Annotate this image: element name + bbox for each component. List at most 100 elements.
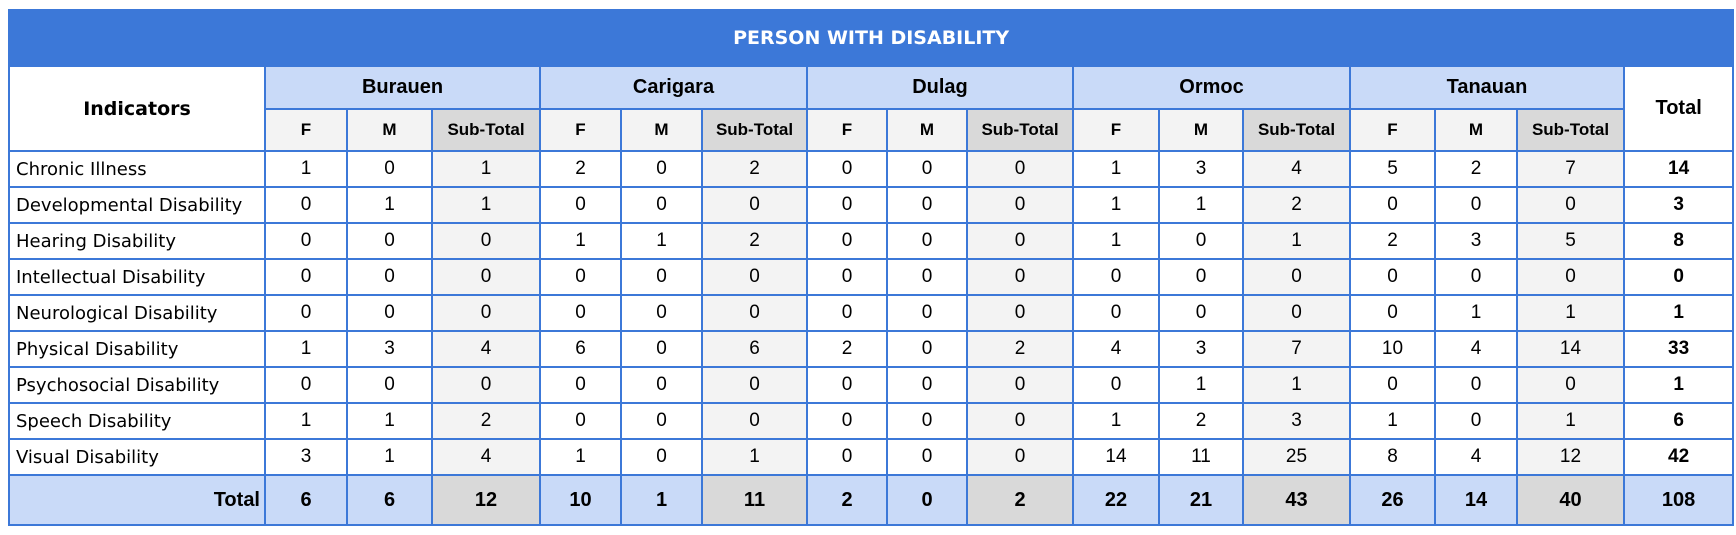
subtotal-cell: 1 [431, 186, 541, 224]
row-label: Total [8, 474, 266, 526]
value-cell: 0 [346, 150, 433, 188]
value-cell: 0 [1434, 366, 1518, 404]
value-cell: 0 [1434, 186, 1518, 224]
value-cell: 1 [1072, 186, 1160, 224]
value-cell: 3 [346, 330, 433, 368]
city-header-burauen: Burauen [264, 65, 541, 110]
value-cell: 21 [1158, 474, 1244, 526]
subtotal-cell: 1 [431, 150, 541, 188]
total-header: Total [1622, 65, 1735, 152]
value-cell: 0 [1158, 294, 1244, 332]
row-label: Developmental Disability [8, 186, 266, 224]
value-cell: 0 [264, 222, 348, 260]
subtotal-cell: 7 [1516, 150, 1625, 188]
value-cell: 0 [1158, 222, 1244, 260]
table-row: Speech Disability 1 1 2 0 0 0 0 0 0 1 2 3 1 0 1 6 [8, 402, 1735, 440]
subtotal-cell: 0 [701, 294, 808, 332]
value-cell: 0 [539, 402, 622, 440]
city-header-tanauan: Tanauan [1349, 65, 1625, 110]
value-cell: 1 [346, 186, 433, 224]
subtotal-cell: 2 [701, 150, 808, 188]
row-total: 1 [1622, 366, 1735, 404]
table-row: Visual Disability 3 1 4 1 0 1 0 0 0 14 11 25 8 4 12 42 [8, 438, 1735, 476]
subtotal-cell: 0 [701, 186, 808, 224]
value-cell: 3 [1158, 330, 1244, 368]
subtotal-cell: 0 [966, 438, 1074, 476]
value-cell: 0 [886, 330, 968, 368]
subtotal-cell: 0 [1516, 258, 1625, 296]
male-header: M [620, 108, 703, 152]
value-cell: 1 [1158, 186, 1244, 224]
value-cell: 0 [264, 258, 348, 296]
table-row: Developmental Disability 0 1 1 0 0 0 0 0 0 1 1 2 0 0 0 3 [8, 186, 1735, 224]
value-cell: 1 [620, 474, 703, 526]
subtotal-header: Sub-Total [966, 108, 1074, 152]
value-cell: 4 [1434, 438, 1518, 476]
value-cell: 1 [264, 402, 348, 440]
value-cell: 0 [1349, 258, 1436, 296]
value-cell: 0 [806, 222, 888, 260]
row-total: 33 [1622, 330, 1735, 368]
value-cell: 4 [1072, 330, 1160, 368]
row-label: Visual Disability [8, 438, 266, 476]
row-total: 6 [1622, 402, 1735, 440]
value-cell: 0 [620, 330, 703, 368]
subtotal-cell: 1 [1242, 366, 1351, 404]
subtotal-cell: 0 [966, 222, 1074, 260]
subtotal-cell: 0 [1516, 186, 1625, 224]
subtotal-cell: 2 [966, 330, 1074, 368]
female-header: F [264, 108, 348, 152]
value-cell: 0 [886, 474, 968, 526]
value-cell: 26 [1349, 474, 1436, 526]
value-cell: 2 [1349, 222, 1436, 260]
value-cell: 0 [620, 186, 703, 224]
value-cell: 0 [886, 222, 968, 260]
value-cell: 1 [346, 438, 433, 476]
value-cell: 0 [886, 438, 968, 476]
value-cell: 0 [346, 294, 433, 332]
table-title: PERSON WITH DISABILITY [7, 9, 1735, 67]
value-cell: 6 [539, 330, 622, 368]
value-cell: 0 [886, 294, 968, 332]
subtotal-cell: 4 [431, 438, 541, 476]
subtotal-cell: 3 [1242, 402, 1351, 440]
subtotal-header: Sub-Total [1242, 108, 1351, 152]
row-total: 14 [1622, 150, 1735, 188]
disability-table: PERSON WITH DISABILITY Indicators Buraue… [7, 9, 1735, 526]
male-header: M [346, 108, 433, 152]
value-cell: 2 [1434, 150, 1518, 188]
subtotal-cell: 0 [1242, 294, 1351, 332]
value-cell: 0 [620, 294, 703, 332]
value-cell: 2 [806, 474, 888, 526]
value-cell: 3 [1434, 222, 1518, 260]
value-cell: 0 [886, 186, 968, 224]
value-cell: 1 [264, 150, 348, 188]
subtotal-cell: 40 [1516, 474, 1625, 526]
value-cell: 0 [264, 366, 348, 404]
subtotal-cell: 0 [966, 366, 1074, 404]
value-cell: 1 [539, 438, 622, 476]
indicators-header: Indicators [8, 65, 266, 152]
value-cell: 3 [1158, 150, 1244, 188]
subtotal-cell: 0 [1242, 258, 1351, 296]
table-row: Psychosocial Disability 0 0 0 0 0 0 0 0 0 0 1 1 0 0 0 1 [8, 366, 1735, 404]
value-cell: 0 [886, 258, 968, 296]
subtotal-cell: 2 [701, 222, 808, 260]
value-cell: 0 [806, 150, 888, 188]
value-cell: 10 [1349, 330, 1436, 368]
value-cell: 6 [346, 474, 433, 526]
female-header: F [806, 108, 888, 152]
subtotal-cell: 14 [1516, 330, 1625, 368]
row-total: 1 [1622, 294, 1735, 332]
value-cell: 0 [806, 294, 888, 332]
female-header: F [1072, 108, 1160, 152]
value-cell: 0 [539, 294, 622, 332]
value-cell: 1 [1072, 150, 1160, 188]
value-cell: 0 [620, 438, 703, 476]
row-total: 108 [1622, 474, 1735, 526]
value-cell: 0 [539, 258, 622, 296]
row-total: 3 [1622, 186, 1735, 224]
row-label: Intellectual Disability [8, 258, 266, 296]
female-header: F [1349, 108, 1436, 152]
value-cell: 0 [620, 402, 703, 440]
